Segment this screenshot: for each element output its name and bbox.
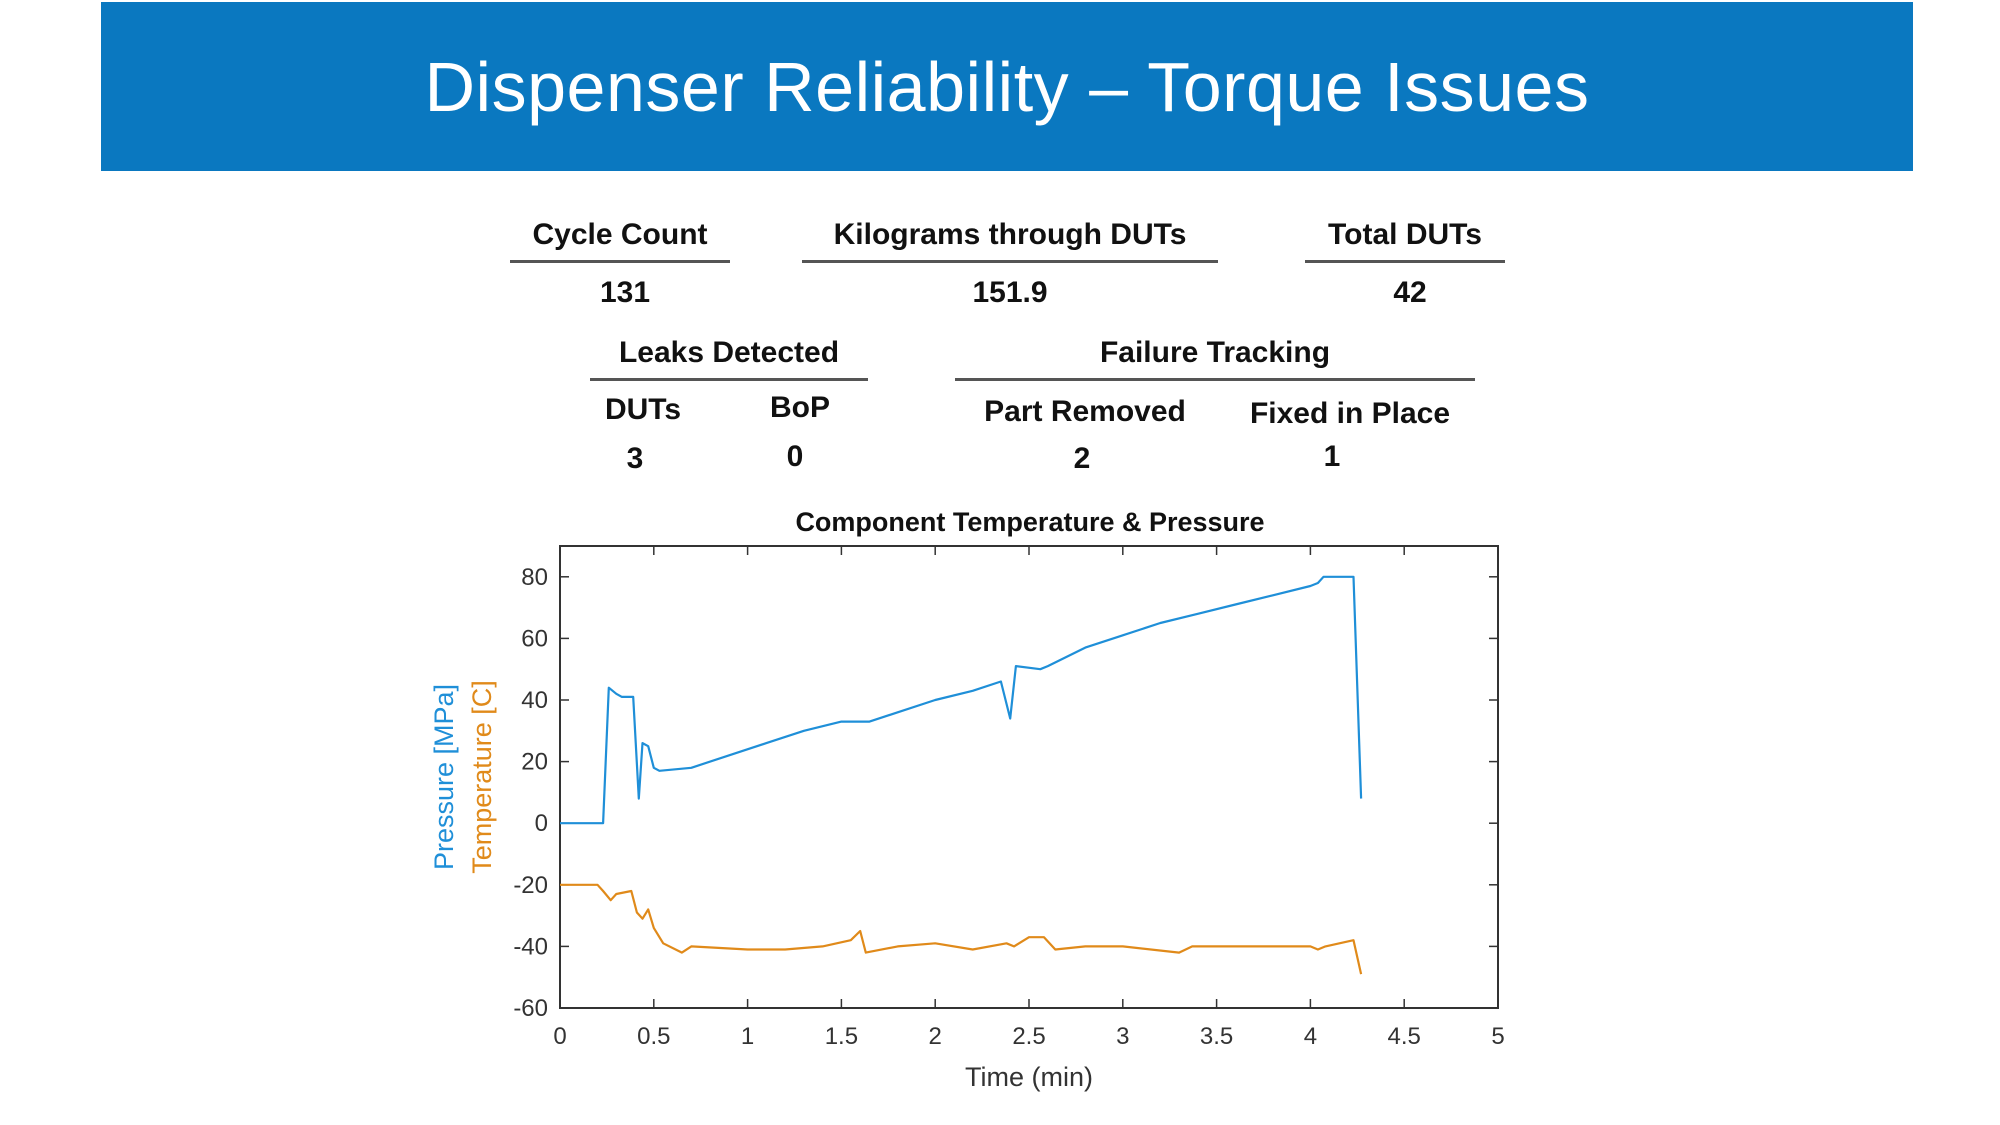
y-axis-label-temperature: Temperature [C]: [467, 680, 497, 874]
fixed-in-place-label: Fixed in Place: [1249, 397, 1451, 430]
x-tick-label: 2.5: [1012, 1023, 1045, 1050]
y-tick-label: 20: [521, 749, 548, 776]
y-tick-label: 60: [521, 625, 548, 652]
x-tick-label: 3: [1116, 1023, 1129, 1050]
x-tick-label: 1.5: [825, 1023, 858, 1050]
leaks-duts-label: DUTs: [604, 393, 682, 426]
y-tick-label: 40: [521, 687, 548, 714]
data-series: [560, 575, 1363, 975]
y-tick-label: -20: [513, 872, 548, 899]
fixed-in-place-value: 1: [1323, 440, 1341, 473]
temperature-series-line: [560, 883, 1363, 975]
y-axis-label-pressure: Pressure [MPa]: [429, 684, 459, 870]
pressure-series-line: [560, 575, 1363, 825]
x-tick-label: 3.5: [1200, 1023, 1233, 1050]
part-removed-label: Part Removed: [984, 395, 1186, 428]
x-tick-label: 4: [1304, 1023, 1317, 1050]
x-tick-label: 0.5: [637, 1023, 670, 1050]
chart-title: Component Temperature & Pressure: [795, 507, 1264, 537]
total-duts-value: 42: [1393, 276, 1427, 309]
cycle-count-header: Cycle Count: [510, 218, 730, 263]
x-tick-label: 4.5: [1388, 1023, 1421, 1050]
x-axis-label: Time (min): [965, 1062, 1093, 1092]
y-tick-label: -60: [513, 995, 548, 1022]
leaks-duts-value: 3: [626, 442, 644, 475]
kilograms-header: Kilograms through DUTs: [802, 218, 1218, 263]
slide-title-bar: Dispenser Reliability – Torque Issues: [101, 2, 1913, 171]
slide-title: Dispenser Reliability – Torque Issues: [424, 47, 1590, 126]
y-tick-label: -40: [513, 933, 548, 960]
axis-ticks: 0 0.5 1 1.5 2 2.5 3 3.5 4 4.5 5 -60 -40 -20 0 20 40 60 80: [513, 546, 1505, 1050]
chart-axes-box: [559, 545, 1499, 1009]
chart-plot-area: [559, 545, 1499, 1009]
part-removed-value: 2: [1073, 442, 1091, 475]
failure-tracking-header: Failure Tracking: [955, 336, 1475, 381]
x-tick-label: 1: [741, 1023, 754, 1050]
cycle-count-value: 131: [599, 276, 651, 309]
total-duts-header: Total DUTs: [1305, 218, 1505, 263]
x-tick-label: 2: [929, 1023, 942, 1050]
x-tick-label: 0: [553, 1023, 566, 1050]
y-tick-label: 0: [535, 810, 548, 837]
leaks-bop-value: 0: [786, 440, 804, 473]
x-tick-label: 5: [1491, 1023, 1504, 1050]
kilograms-value: 151.9: [972, 276, 1048, 309]
leaks-detected-header: Leaks Detected: [590, 336, 868, 381]
leaks-bop-label: BoP: [770, 391, 830, 424]
y-tick-label: 80: [521, 564, 548, 591]
